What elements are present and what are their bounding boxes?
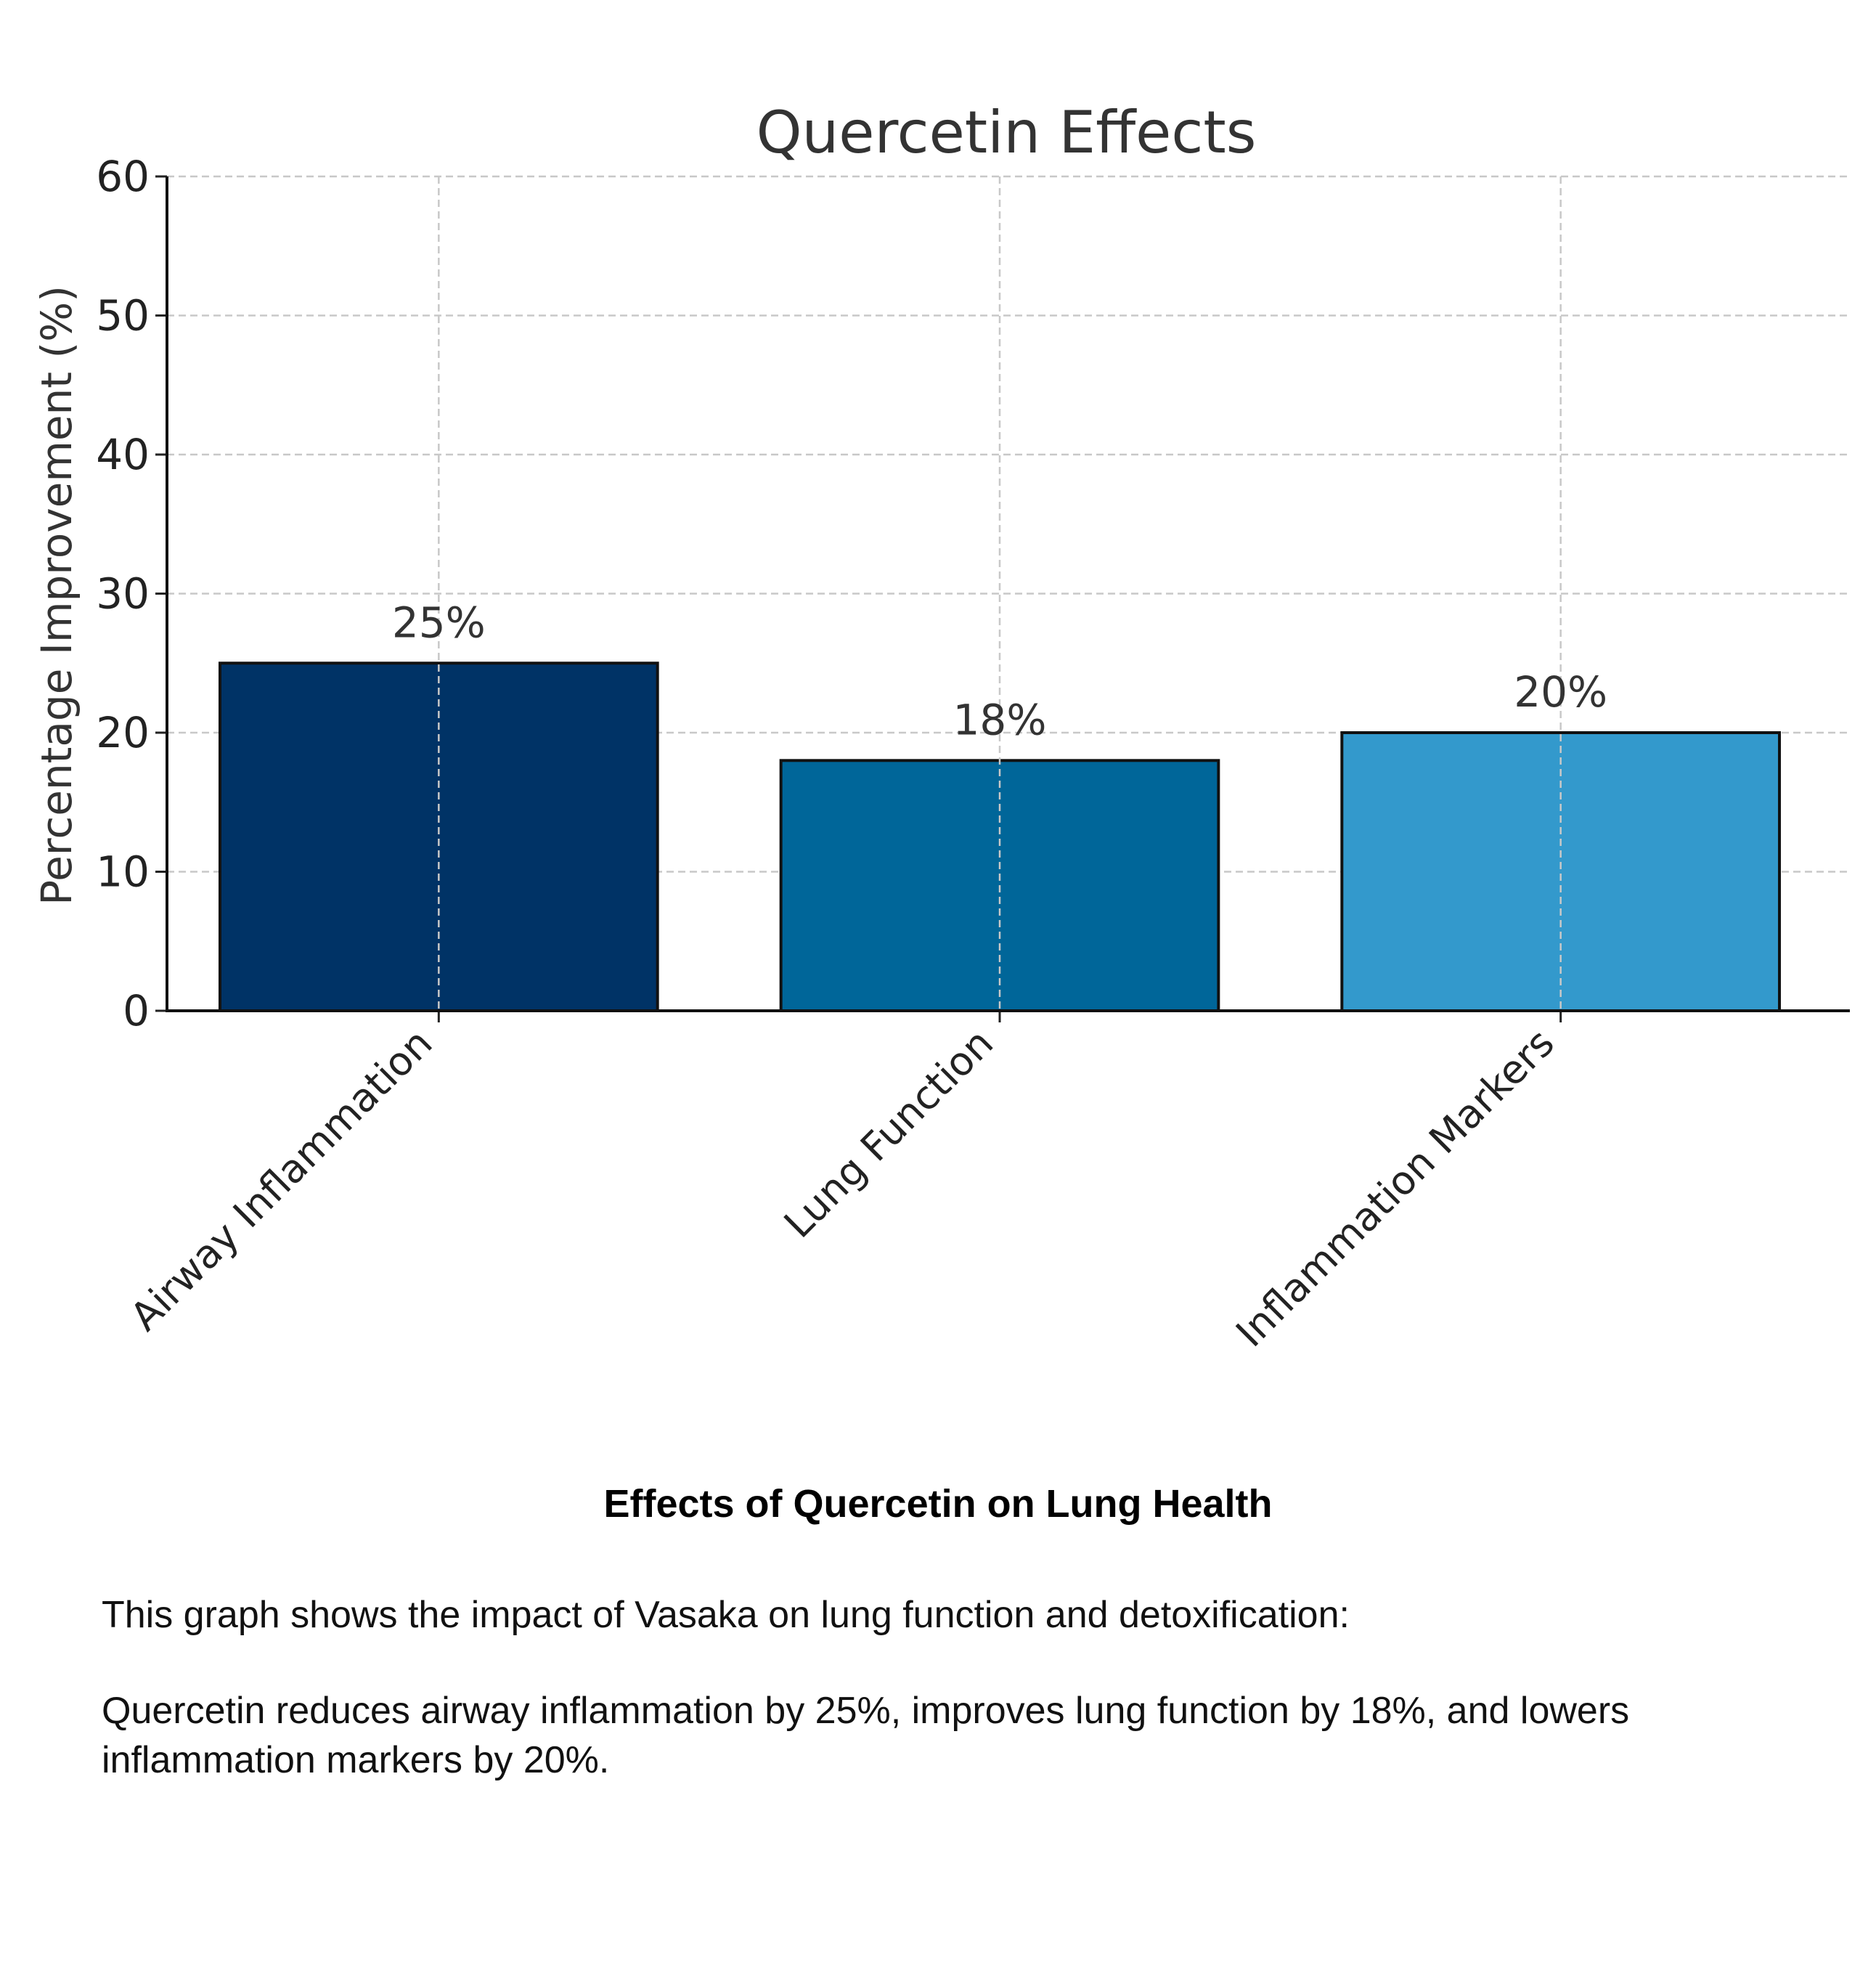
bar-value-label: 25% [392, 598, 486, 647]
y-tick-label: 60 [96, 152, 150, 201]
y-tick-label: 30 [96, 569, 150, 619]
description-summary: Quercetin reduces airway inflammation by… [102, 1690, 1630, 1781]
description-intro: This graph shows the impact of Vasaka on… [102, 1594, 1350, 1636]
x-tick-label: Inflammation Markers [1227, 1020, 1562, 1356]
bar [218, 662, 659, 1012]
y-tick-label: 40 [96, 430, 150, 479]
y-tick-label: 0 [123, 986, 150, 1035]
bar [1340, 731, 1782, 1012]
y-tick-label: 10 [96, 847, 150, 897]
x-tick-label: Airway Inflammation [121, 1020, 441, 1340]
y-tick-label: 50 [96, 291, 150, 341]
y-axis-label: Percentage Improvement (%) [32, 285, 81, 905]
x-tick-label: Lung Function [775, 1020, 1002, 1247]
caption-title: Effects of Quercetin on Lung Health [603, 1482, 1273, 1526]
bar-value-label: 18% [953, 695, 1047, 744]
chart-title: Quercetin Effects [756, 99, 1257, 166]
axes [155, 175, 1850, 1022]
bar-value-label: 20% [1514, 667, 1607, 717]
bar-chart: 0 10 20 30 40 50 60 25% Airway Inflammation 18% Lu… [32, 99, 1850, 1356]
y-tick-label: 20 [96, 708, 150, 757]
